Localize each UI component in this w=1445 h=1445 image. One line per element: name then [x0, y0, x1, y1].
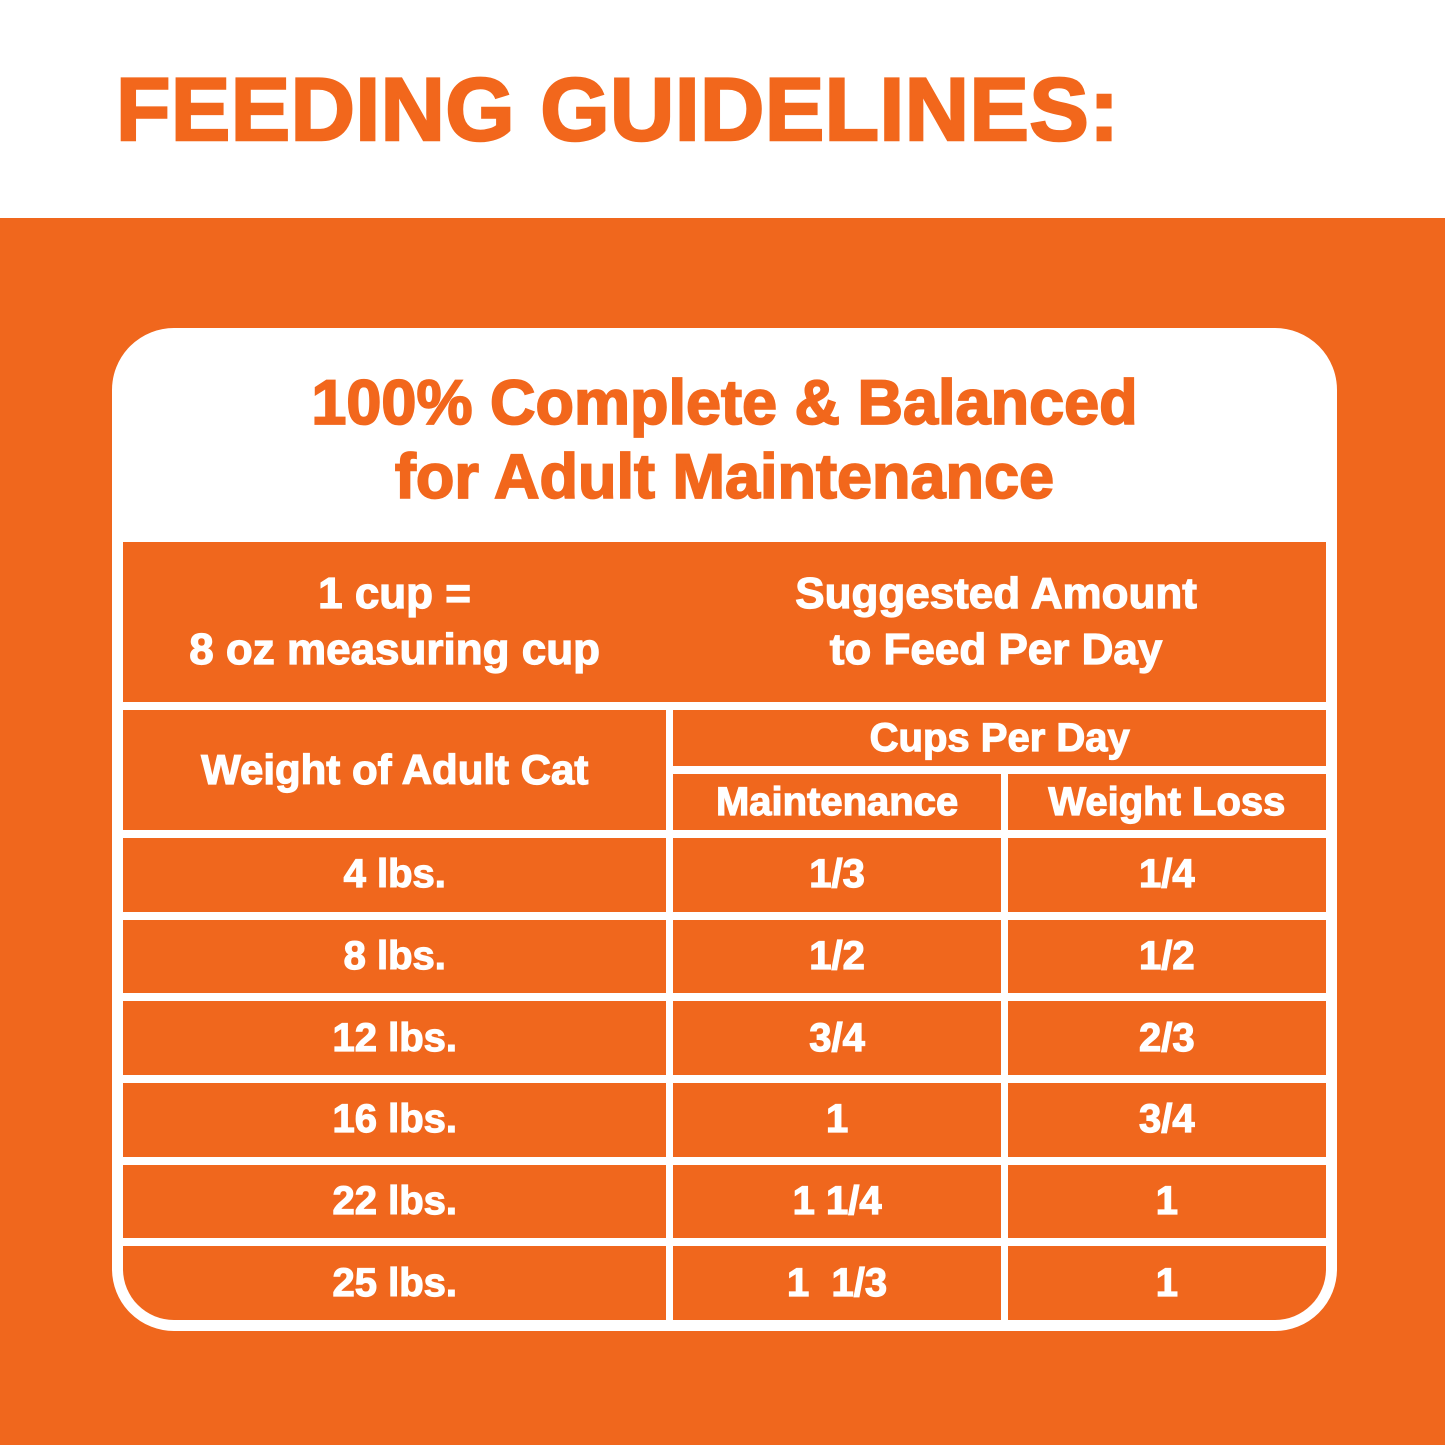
- suggested-amount: Suggested Amount to Feed Per Day: [666, 566, 1326, 679]
- cup-note-line1: 1 cup =: [318, 568, 472, 618]
- table-cell-maintenance: 1/2: [673, 919, 1001, 994]
- page-title: FEEDING GUIDELINES:: [115, 57, 1120, 160]
- table-cell-maintenance: 1 1/3: [673, 1246, 1001, 1320]
- table-cell-weight-loss: 3/4: [1007, 1082, 1326, 1157]
- column-group-cups-per-day: Cups Per Day: [673, 710, 1326, 766]
- table-cell-weight: 4 lbs.: [123, 838, 667, 912]
- suggested-line2: to Feed Per Day: [829, 624, 1163, 674]
- table-cell-maintenance: 1/3: [673, 838, 1001, 912]
- cup-note-line2: 8 oz measuring cup: [189, 624, 601, 674]
- table-cell-weight: 12 lbs.: [123, 1001, 667, 1075]
- table-cell-weight-loss: 1/4: [1007, 838, 1326, 912]
- orange-background: 100% Complete & Balanced for Adult Maint…: [0, 218, 1445, 1445]
- table-cell-weight-loss: 2/3: [1007, 1001, 1326, 1075]
- table-cell-weight-loss: 1: [1007, 1246, 1326, 1320]
- feeding-table: 1 cup = 8 oz measuring cup Suggested Amo…: [123, 542, 1326, 1320]
- table-cell-maintenance: 3/4: [673, 1001, 1001, 1075]
- card-heading-line2: for Adult Maintenance: [394, 441, 1055, 513]
- card-heading-line1: 100% Complete & Balanced: [310, 368, 1138, 440]
- header-band: FEEDING GUIDELINES:: [0, 0, 1445, 218]
- table-cell-maintenance: 1: [673, 1082, 1001, 1157]
- table-cell-weight: 16 lbs.: [123, 1082, 667, 1157]
- table-cell-weight: 8 lbs.: [123, 919, 667, 994]
- column-header-maintenance: Maintenance: [673, 774, 1001, 830]
- units-row: 1 cup = 8 oz measuring cup Suggested Amo…: [123, 542, 1326, 702]
- card-heading: 100% Complete & Balanced for Adult Maint…: [123, 339, 1326, 542]
- suggested-line1: Suggested Amount: [795, 568, 1198, 618]
- column-header-weight-loss: Weight Loss: [1007, 774, 1326, 830]
- cup-note: 1 cup = 8 oz measuring cup: [123, 566, 666, 679]
- table-cell-weight: 25 lbs.: [123, 1246, 667, 1320]
- table-cell-maintenance: 1 1/4: [673, 1164, 1001, 1239]
- table-cell-weight: 22 lbs.: [123, 1164, 667, 1239]
- feeding-card: 100% Complete & Balanced for Adult Maint…: [112, 328, 1337, 1331]
- table-cell-weight-loss: 1/2: [1007, 919, 1326, 994]
- column-header-weight: Weight of Adult Cat: [123, 710, 667, 830]
- table-cell-weight-loss: 1: [1007, 1164, 1326, 1239]
